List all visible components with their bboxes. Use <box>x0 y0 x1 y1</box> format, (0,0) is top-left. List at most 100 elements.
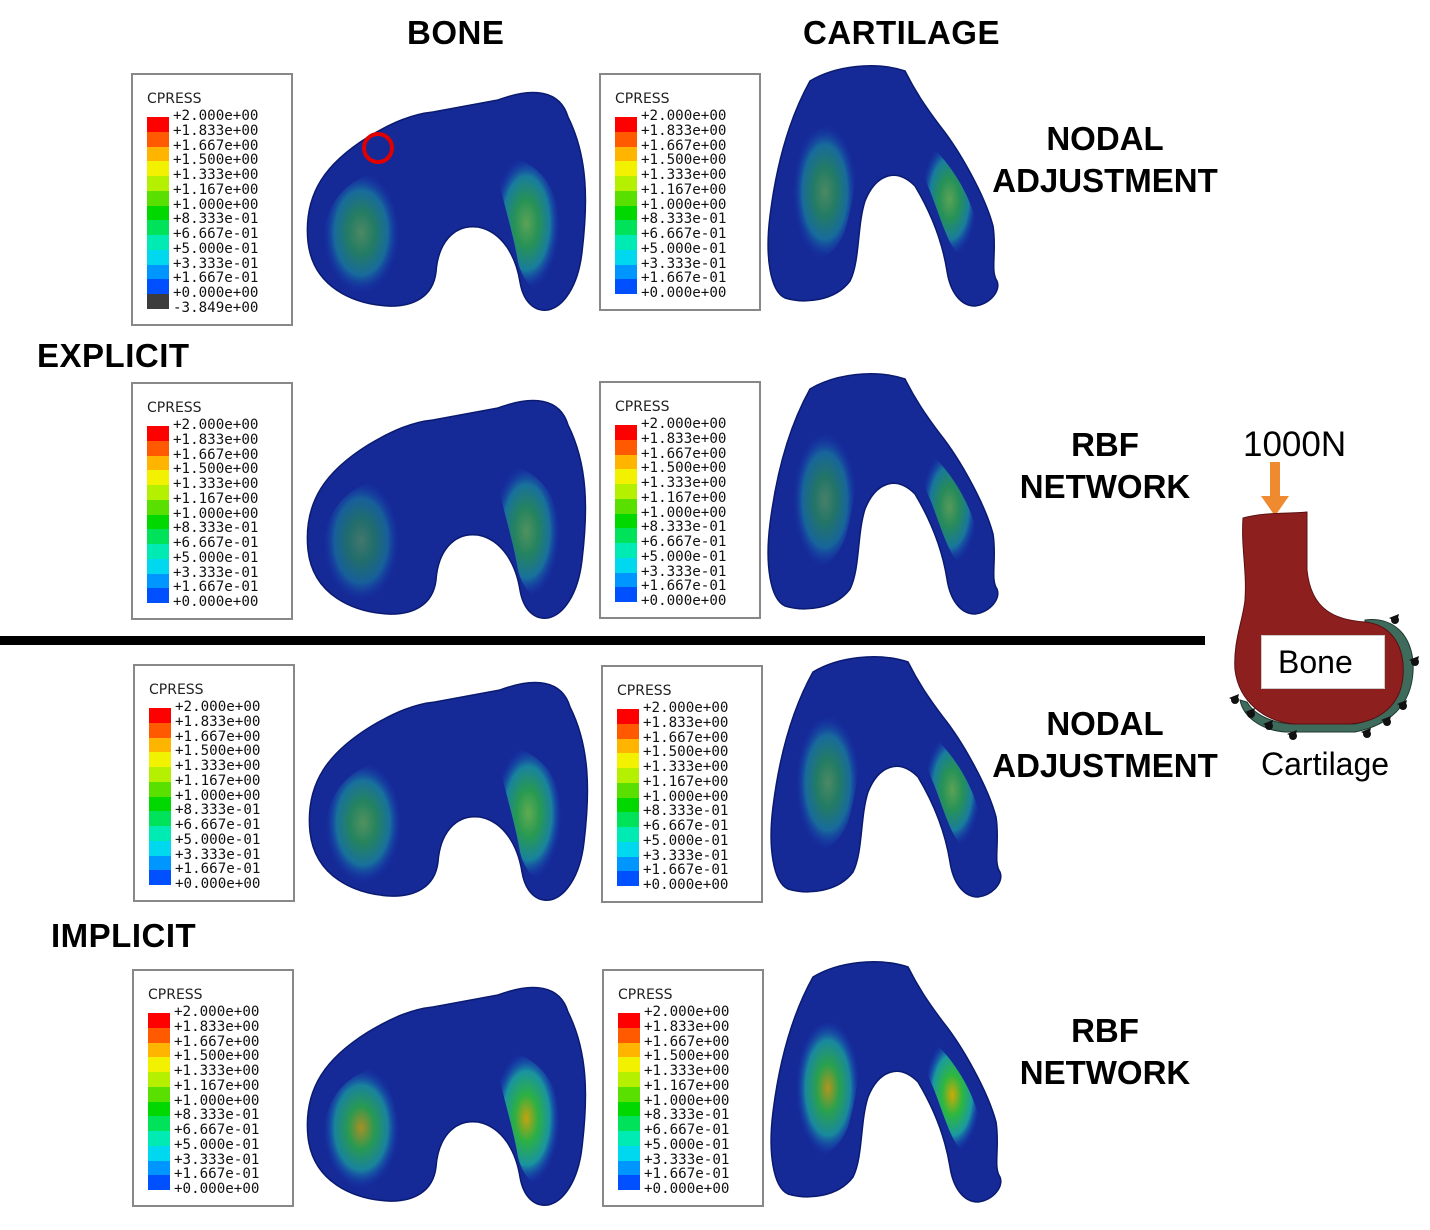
legend-value: +1.667e+00 <box>173 137 259 154</box>
legend-color-segment <box>149 796 171 812</box>
legend-value: +5.000e-01 <box>175 831 261 848</box>
legend-title: CPRESS <box>147 91 202 107</box>
legend-color-segment <box>615 235 637 250</box>
legend-value: +6.667e-01 <box>644 1122 730 1138</box>
cartilage-model-implicit-rbf <box>770 961 1002 1203</box>
pressure-region <box>493 464 560 599</box>
legend-color-segment <box>149 826 171 841</box>
pressure-region <box>325 762 402 884</box>
legend-color-segment <box>615 557 637 573</box>
legend-value: +2.000e+00 <box>644 1004 730 1020</box>
legend-value: +3.333e-01 <box>173 255 259 272</box>
legend-color-segment <box>617 738 639 754</box>
legend-value: +1.167e+00 <box>644 1077 730 1094</box>
legend-color-segment <box>148 1013 170 1028</box>
legend-color-segment <box>147 440 169 456</box>
legend-colorbar <box>147 426 169 603</box>
legend-value: +1.833e+00 <box>173 431 259 448</box>
legend-color-segment <box>618 1116 640 1131</box>
legend-color-segment <box>147 588 169 603</box>
legend-value: +6.667e-01 <box>174 1122 260 1138</box>
legend-value: +8.333e-01 <box>641 211 727 228</box>
legend-value: +1.500e+00 <box>641 460 727 477</box>
legend-value: +6.667e-01 <box>643 818 729 834</box>
legend-value: +1.667e-01 <box>173 270 259 287</box>
legend-color-segment <box>148 1057 170 1072</box>
legend-value: +1.500e+00 <box>174 1048 260 1065</box>
legend-value: +5.000e-01 <box>173 240 259 257</box>
bone-model-implicit-rbf <box>306 986 587 1206</box>
legend-color-segment <box>617 782 639 798</box>
legend-color-segment <box>617 709 639 724</box>
legend-color-segment <box>618 1072 640 1087</box>
legend-value: +1.333e+00 <box>173 167 259 183</box>
legend-value: +1.167e+00 <box>173 181 259 198</box>
highlight-circle <box>362 132 394 164</box>
legend-value: +1.667e-01 <box>641 270 727 287</box>
legend-value: -3.849e+00 <box>173 299 259 316</box>
legend-value: +3.333e-01 <box>641 255 727 272</box>
legend-title: CPRESS <box>147 400 202 416</box>
legend-color-segment <box>148 1131 170 1146</box>
legend-color-segment <box>615 439 637 455</box>
legend-value: +1.500e+00 <box>173 461 259 478</box>
legend-color-segment <box>147 161 169 176</box>
legend-color-segment <box>147 146 169 162</box>
legend-color-segment <box>615 484 637 499</box>
bone-shape <box>1234 511 1404 725</box>
legend-title: CPRESS <box>149 682 204 698</box>
legend-title: CPRESS <box>148 987 203 1003</box>
pressure-region <box>323 172 400 294</box>
pressure-region <box>792 124 857 260</box>
legend-value: +1.333e+00 <box>173 476 259 492</box>
schematic-drawing <box>1229 462 1419 740</box>
legend-value: +1.667e+00 <box>174 1033 260 1050</box>
legend-value: +1.667e+00 <box>644 1033 730 1050</box>
legend-color-segment <box>148 1086 170 1102</box>
legend-values: +2.000e+00 +1.833e+00 +1.667e+00 +1.500e+00… <box>641 109 726 301</box>
legend-value: +0.000e+00 <box>174 1181 260 1197</box>
legend-value: +2.000e+00 <box>641 108 727 124</box>
legend-title: CPRESS <box>615 399 670 415</box>
legend-value: +6.667e-01 <box>641 534 727 550</box>
legend-value: +1.833e+00 <box>641 122 727 139</box>
legend-color-segment <box>147 249 169 265</box>
legend-colorbar <box>617 709 639 886</box>
legend-color-segment <box>618 1175 640 1190</box>
legend-color-segment <box>615 454 637 470</box>
pressure-region <box>924 732 981 848</box>
legend-value: +0.000e+00 <box>644 1181 730 1197</box>
legend-color-segment <box>149 767 171 782</box>
bone-label: Bone <box>1278 644 1353 680</box>
legend-color-segment <box>615 264 637 280</box>
section-divider <box>0 636 1205 645</box>
legend-value: +1.667e-01 <box>175 861 261 878</box>
legend-color-segment <box>148 1145 170 1161</box>
legend-color-segment <box>148 1160 170 1176</box>
legend-values: +2.000e+00 +1.833e+00 +1.667e+00 +1.500e+00… <box>173 109 258 316</box>
bone-label-box: Bone <box>1261 635 1385 689</box>
legend-value: +1.667e+00 <box>173 446 259 463</box>
legend-color-segment <box>618 1086 640 1102</box>
cartilage-label: Cartilage <box>1261 746 1390 782</box>
legend-value: +6.667e-01 <box>641 226 727 242</box>
legend-color-segment <box>148 1116 170 1131</box>
legend-color-segment <box>615 117 637 132</box>
legend-color-segment <box>615 161 637 176</box>
legend-value: +1.667e-01 <box>174 1166 260 1183</box>
legend-color-segment <box>147 190 169 206</box>
pressure-region <box>792 432 857 568</box>
legend-value: +1.000e+00 <box>644 1092 730 1109</box>
column-header-bone: BONE <box>407 14 505 51</box>
pressure-region <box>795 1020 860 1156</box>
column-header-cartilage: CARTILAGE <box>803 14 1000 51</box>
pressure-region <box>795 715 860 851</box>
legend-color-segment <box>148 1072 170 1087</box>
legend-value: +5.000e-01 <box>173 549 259 566</box>
legend-colorbar <box>618 1013 640 1190</box>
legend-value: +1.667e+00 <box>641 445 727 462</box>
legend-value: +2.000e+00 <box>173 108 259 124</box>
legend-color-segment <box>615 543 637 558</box>
legend-color-segment <box>147 529 169 544</box>
legend-color-segment <box>615 528 637 543</box>
